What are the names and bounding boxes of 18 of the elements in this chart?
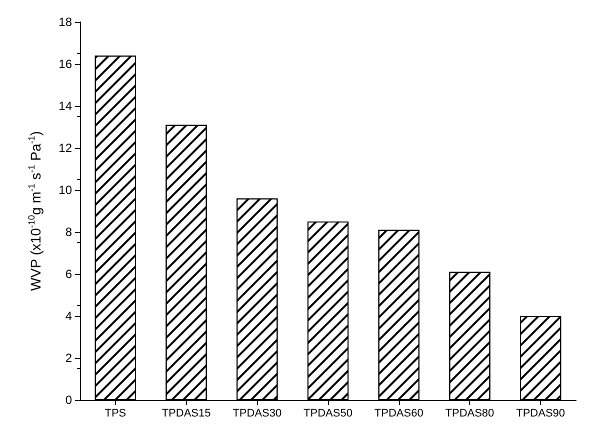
y-tick-label: 2 [65,351,72,365]
x-tick-label: TPS [104,408,126,420]
y-tick-label: 6 [65,267,72,281]
y-tick-label: 14 [58,99,72,113]
x-tick-label: TPDAS60 [374,408,424,420]
y-tick-label: 12 [58,141,72,155]
x-tick-label: TPDAS80 [445,408,494,420]
y-tick-label: 4 [65,309,72,323]
y-tick-label: 18 [58,15,72,29]
y-tick-label: 16 [58,57,72,71]
y-tick-label: 10 [58,183,72,197]
x-tick-label: TPDAS90 [516,408,566,420]
x-tick-label: TPDAS15 [162,408,211,420]
x-tick-label: TPDAS50 [304,408,352,420]
y-tick-label: 0 [65,393,72,407]
y-tick-label: 8 [65,225,72,239]
x-tick-label: TPDAS30 [232,408,282,420]
text: WVP (x10-10g m-1 s-1 Pa-1) [26,131,44,291]
